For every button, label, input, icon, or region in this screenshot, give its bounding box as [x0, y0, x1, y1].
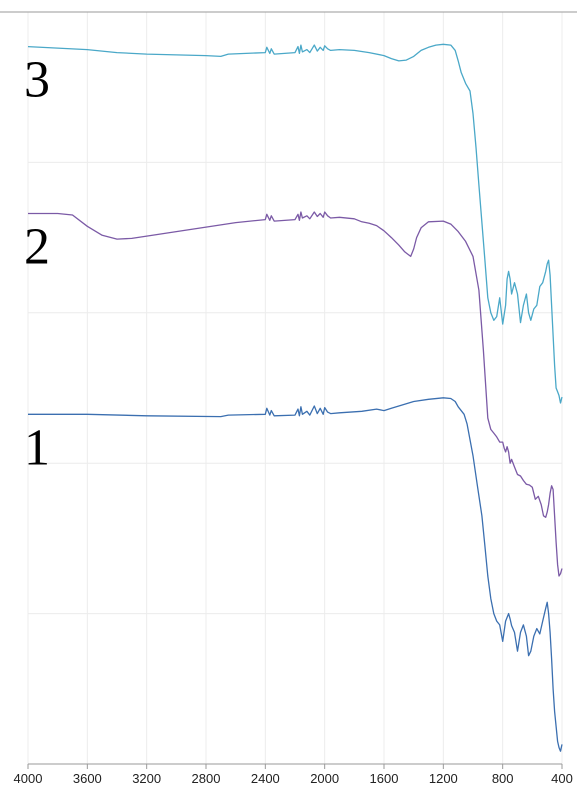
series-line-2	[28, 211, 563, 577]
x-tick-label-7: 1200	[429, 771, 458, 786]
x-tick-label-8: 800	[492, 771, 514, 786]
x-tick-label-5: 2000	[310, 771, 339, 786]
x-tick-label-0: 4000	[14, 771, 43, 786]
chart-grid	[27, 11, 563, 764]
x-tick-label-9: 400	[551, 771, 573, 786]
chart-traces	[27, 43, 563, 752]
x-tick-label-2: 3200	[132, 771, 161, 786]
series-label-1: 1	[24, 419, 50, 476]
series-labels: 1 2 3	[24, 52, 50, 477]
x-tick-label-6: 1600	[370, 771, 399, 786]
x-tick-label-4: 2400	[251, 771, 280, 786]
series-line-3	[27, 43, 563, 404]
series-label-2: 2	[24, 219, 50, 276]
x-axis-ticks: 4000 3600 3200 2800 2400 2000 1600 1200 800 400	[14, 764, 573, 786]
x-tick-label-1: 3600	[73, 771, 102, 786]
x-tick-label-3: 2800	[192, 771, 221, 786]
series-line-1	[28, 397, 563, 752]
chart-axes	[0, 11, 577, 765]
series-label-3: 3	[24, 52, 50, 109]
